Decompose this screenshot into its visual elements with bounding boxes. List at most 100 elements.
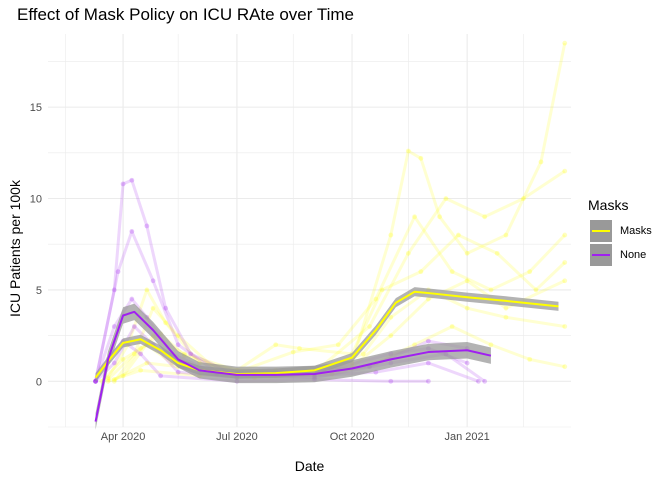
trace-masks [107,169,566,381]
point-none [138,351,143,357]
point-masks [131,351,137,357]
point-none [425,338,431,344]
point-masks [418,155,424,161]
point-none [111,360,117,366]
data-traces [93,40,568,384]
point-masks [562,168,568,174]
point-masks [488,342,494,348]
point-masks [418,269,424,275]
point-masks [449,324,455,329]
legend-title: Masks [588,197,629,213]
point-none [425,378,431,384]
point-masks [175,333,181,339]
point-masks [443,196,449,201]
y-tick-label: 5 [36,285,42,297]
y-axis-title: ICU Patients per 100k [7,179,23,317]
point-none [120,181,126,187]
point-masks [105,377,111,382]
point-masks [503,305,509,311]
point-masks [138,346,143,351]
point-none [163,305,169,311]
point-none [425,360,431,366]
point-none [115,269,121,275]
legend-key-none [590,244,612,266]
point-masks [425,296,431,302]
point-masks [562,40,568,46]
y-tick-label: 0 [36,376,42,388]
point-masks [482,214,488,220]
point-masks [412,342,418,348]
point-masks [437,214,443,220]
point-masks [111,378,117,384]
point-none [131,324,137,329]
point-none [388,378,394,384]
trace-masks [106,42,567,379]
point-masks [120,356,126,362]
legend-line-none [592,254,610,256]
point-none [476,378,481,384]
point-masks [455,232,461,238]
point-masks [388,333,394,339]
point-none [482,378,488,384]
point-none [111,324,117,329]
confidence-ribbons [95,287,559,430]
x-axis-title: Date [295,458,325,474]
smooth-lines [94,290,559,422]
point-masks [373,296,379,302]
point-masks [562,278,568,284]
point-none [158,373,164,379]
point-masks [138,367,143,373]
legend-label-none: None [620,249,647,261]
point-masks [120,373,126,379]
point-none [129,229,135,234]
smooth-line-none [94,310,492,422]
point-none [188,351,194,357]
point-masks [150,305,156,311]
ribbon-masks [95,287,559,383]
legend-line-masks [592,230,610,232]
x-tick-label: Apr 2020 [101,431,146,443]
point-masks [367,324,372,329]
point-masks [412,214,418,220]
point-none [464,360,470,366]
point-masks [388,314,394,320]
point-masks [527,269,533,275]
point-masks [163,320,169,326]
chart-title: Effect of Mask Policy on ICU RAte over T… [17,5,354,24]
legend-key-masks [590,220,612,242]
gridlines: 0 5 10 15 Apr 2020 Jul 2020 Oct 2020 Jan 2021 [30,34,571,443]
y-tick-label: 10 [30,194,42,206]
legend-item-none: None [588,243,652,267]
x-tick-label: Jul 2020 [216,431,258,443]
point-masks [379,287,385,293]
axis-labels: Date ICU Patients per 100k [7,179,324,474]
point-masks [388,232,394,238]
point-masks [464,278,470,284]
point-none [150,278,156,284]
point-masks [405,250,411,256]
point-masks [105,375,111,381]
point-none [111,287,117,293]
ribbon-none [95,303,491,430]
point-masks [503,232,509,238]
point-masks [562,324,568,329]
point-masks [144,287,150,293]
x-tick-label: Jan 2021 [445,431,490,443]
point-masks [360,351,366,357]
point-none [175,342,181,348]
point-masks [488,287,494,293]
point-masks [521,196,526,201]
point-masks [494,250,500,256]
point-masks [144,360,150,366]
point-none [129,296,135,302]
point-masks [527,356,533,362]
legend-item-masks: Masks [588,219,652,243]
point-none [144,223,150,229]
point-masks [273,342,279,348]
legend-label-masks: Masks [620,225,652,237]
point-masks [464,250,470,256]
x-tick-label: Oct 2020 [330,431,375,443]
point-masks [464,305,470,311]
point-masks [111,377,117,382]
